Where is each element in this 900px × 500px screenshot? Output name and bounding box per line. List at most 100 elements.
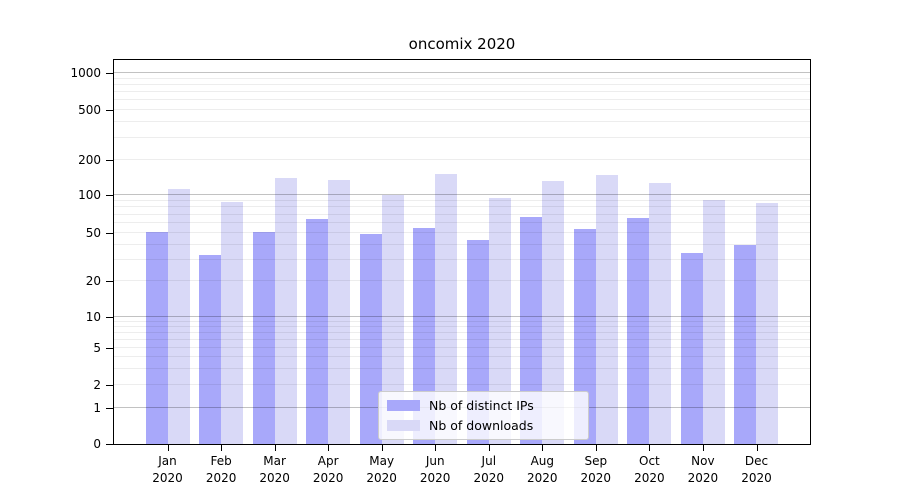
x-tick-month: Jul bbox=[481, 454, 497, 468]
bar-ips-jun bbox=[413, 227, 436, 444]
gridline-minor bbox=[114, 136, 810, 138]
x-tick-mark bbox=[381, 445, 383, 451]
x-tick-mark bbox=[649, 445, 651, 451]
bar-ips-feb bbox=[199, 254, 222, 444]
bar-ips-oct bbox=[627, 217, 650, 444]
x-tick-mark bbox=[702, 445, 704, 451]
bar-downloads-dec bbox=[756, 202, 779, 444]
x-tick-label: Apr 2020 bbox=[298, 453, 358, 486]
bar-ips-dec bbox=[734, 244, 757, 444]
y-tick-mark bbox=[106, 317, 114, 318]
y-tick-label: 10 bbox=[85, 309, 101, 324]
legend-label-downloads: Nb of downloads bbox=[429, 417, 534, 433]
x-tick-year: 2020 bbox=[473, 470, 505, 485]
y-tick-mark bbox=[106, 233, 114, 234]
x-tick-month: Dec bbox=[744, 454, 769, 468]
grid-layer bbox=[114, 60, 810, 444]
x-tick-mark bbox=[328, 445, 330, 451]
gridline-minor bbox=[114, 320, 810, 322]
y-tick-mark bbox=[106, 281, 114, 282]
gridline-minor bbox=[114, 356, 810, 357]
bar-downloads-jan bbox=[167, 189, 190, 444]
x-tick-mark bbox=[435, 445, 437, 451]
x-tick-label: Nov 2020 bbox=[673, 453, 733, 486]
y-tick-label: 20 bbox=[85, 273, 101, 288]
legend-swatch-downloads bbox=[387, 419, 420, 431]
x-tick-year: 2020 bbox=[419, 470, 451, 485]
plot-area: Nb of distinct IPs Nb of downloads bbox=[113, 59, 811, 445]
chart-title: oncomix 2020 bbox=[408, 35, 516, 53]
x-tick-month: Mar bbox=[263, 454, 286, 468]
bar-ips-sep bbox=[573, 228, 596, 444]
y-tick-mark bbox=[106, 110, 114, 111]
x-tick-mark bbox=[488, 445, 490, 451]
y-tick-label: 200 bbox=[78, 152, 101, 167]
x-tick-year: 2020 bbox=[205, 470, 237, 485]
x-tick-month: Nov bbox=[691, 454, 715, 468]
y-tick-mark bbox=[106, 73, 114, 74]
gridline-minor bbox=[114, 91, 810, 92]
bar-ips-apr bbox=[306, 218, 329, 444]
x-tick-month: Apr bbox=[317, 454, 339, 468]
bar-downloads-aug bbox=[542, 181, 565, 444]
gridline-minor bbox=[114, 332, 810, 333]
gridline-minor bbox=[114, 159, 810, 160]
legend-item-downloads: Nb of downloads bbox=[379, 415, 588, 435]
y-tick-label: 500 bbox=[78, 102, 101, 117]
y-tick-mark bbox=[106, 160, 114, 161]
x-tick-mark bbox=[167, 445, 169, 451]
legend-label-distinct-ips: Nb of distinct IPs bbox=[429, 397, 534, 413]
x-tick-month: Aug bbox=[530, 454, 555, 468]
gridline-minor bbox=[114, 99, 810, 101]
bar-ips-may bbox=[359, 234, 382, 444]
x-tick-month: Jun bbox=[425, 454, 445, 468]
bar-downloads-jun bbox=[435, 173, 458, 444]
y-tick-label: 50 bbox=[85, 225, 101, 240]
gridline-minor bbox=[114, 326, 810, 327]
y-tick-mark bbox=[106, 348, 114, 349]
y-tick-label: 1 bbox=[93, 400, 101, 415]
x-tick-label: Oct 2020 bbox=[619, 453, 679, 486]
y-tick-mark bbox=[106, 195, 114, 196]
bar-downloads-nov bbox=[702, 199, 725, 444]
x-tick-label: May 2020 bbox=[352, 453, 412, 486]
bar-downloads-oct bbox=[649, 182, 672, 444]
x-tick-label: Mar 2020 bbox=[245, 453, 305, 486]
gridline-minor bbox=[114, 77, 810, 79]
x-tick-label: Aug 2020 bbox=[512, 453, 572, 486]
y-tick-mark bbox=[106, 408, 114, 409]
y-tick-mark bbox=[106, 385, 114, 386]
x-tick-mark bbox=[274, 445, 276, 451]
x-tick-year: 2020 bbox=[687, 470, 719, 485]
gridline-minor bbox=[114, 367, 810, 369]
gridline-minor bbox=[114, 206, 810, 208]
bar-ips-nov bbox=[680, 253, 703, 444]
x-tick-mark bbox=[221, 445, 223, 451]
x-tick-month: Oct bbox=[639, 454, 660, 468]
x-tick-month: Jan bbox=[158, 454, 177, 468]
bar-downloads-apr bbox=[328, 180, 351, 444]
gridline-major bbox=[114, 72, 810, 73]
x-tick-year: 2020 bbox=[741, 470, 772, 485]
gridline-minor bbox=[114, 232, 810, 233]
gridline-minor bbox=[114, 338, 810, 340]
gridline-minor bbox=[114, 243, 810, 245]
x-tick-label: Jul 2020 bbox=[459, 453, 519, 486]
bar-ips-aug bbox=[520, 217, 543, 444]
x-tick-label: Jun 2020 bbox=[405, 453, 465, 486]
y-tick-mark bbox=[106, 444, 114, 445]
x-tick-label: Feb 2020 bbox=[191, 453, 251, 486]
gridline-minor bbox=[114, 347, 810, 348]
x-tick-year: 2020 bbox=[312, 470, 344, 485]
bar-ips-jan bbox=[145, 231, 168, 444]
gridline-minor bbox=[114, 280, 810, 281]
gridline-minor bbox=[114, 222, 810, 223]
x-tick-mark bbox=[542, 445, 544, 451]
gridline-minor bbox=[114, 384, 810, 385]
y-tick-label: 5 bbox=[93, 340, 101, 355]
x-tick-year: 2020 bbox=[527, 470, 558, 485]
y-tick-label: 2 bbox=[93, 377, 101, 392]
gridline-major bbox=[114, 316, 810, 317]
legend: Nb of distinct IPs Nb of downloads bbox=[378, 391, 589, 440]
